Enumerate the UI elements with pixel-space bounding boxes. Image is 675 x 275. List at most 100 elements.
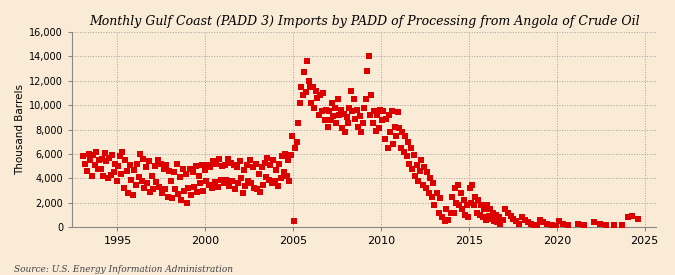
Point <box>198 188 209 193</box>
Point <box>600 222 611 227</box>
Point <box>483 214 494 218</box>
Point <box>402 140 413 144</box>
Point <box>535 218 545 222</box>
Point <box>432 191 443 195</box>
Point <box>475 213 485 217</box>
Point <box>219 163 230 167</box>
Point <box>234 159 245 164</box>
Point <box>379 137 390 142</box>
Point <box>554 219 564 223</box>
Point <box>114 154 125 159</box>
Point <box>609 222 620 227</box>
Point <box>505 214 516 218</box>
Point <box>340 130 350 134</box>
Point <box>221 177 232 182</box>
Point <box>343 121 354 126</box>
Point <box>189 185 200 189</box>
Point <box>253 171 264 176</box>
Point <box>378 109 389 114</box>
Point <box>139 186 150 190</box>
Point <box>129 168 140 172</box>
Point <box>520 218 531 222</box>
Point <box>328 114 339 118</box>
Point <box>522 220 533 225</box>
Point <box>164 169 175 173</box>
Point <box>183 186 194 190</box>
Point <box>439 219 450 223</box>
Point <box>346 88 356 93</box>
Point <box>263 177 274 182</box>
Point <box>458 198 469 203</box>
Point <box>259 160 270 165</box>
Point <box>304 85 315 89</box>
Point <box>117 149 128 154</box>
Point <box>373 126 384 131</box>
Point <box>482 203 493 207</box>
Point <box>309 105 320 110</box>
Point <box>155 161 166 166</box>
Point <box>271 168 281 172</box>
Point <box>396 146 406 150</box>
Point <box>144 159 155 164</box>
Point <box>115 171 126 176</box>
Point <box>385 130 396 134</box>
Point <box>128 193 138 198</box>
Point <box>460 213 470 217</box>
Point <box>321 108 331 112</box>
Point <box>400 133 410 138</box>
Point <box>401 154 412 159</box>
Point <box>589 220 599 225</box>
Point <box>448 210 459 215</box>
Point <box>517 215 528 220</box>
Point <box>92 166 103 171</box>
Point <box>99 151 110 155</box>
Point <box>341 115 352 120</box>
Point <box>337 126 348 131</box>
Point <box>457 207 468 211</box>
Point <box>170 187 181 192</box>
Point <box>158 166 169 171</box>
Point <box>383 113 394 117</box>
Point <box>208 159 219 164</box>
Point <box>526 221 537 226</box>
Point <box>111 179 122 183</box>
Point <box>136 179 147 183</box>
Point <box>489 219 500 223</box>
Point <box>418 165 429 170</box>
Point <box>120 158 131 162</box>
Point <box>173 192 184 196</box>
Point <box>126 177 137 182</box>
Point <box>572 221 583 226</box>
Point <box>98 174 109 178</box>
Point <box>135 152 146 156</box>
Point <box>161 163 172 167</box>
Point <box>387 109 398 114</box>
Title: Monthly Gulf Coast (PADD 3) Imports by PADD of Processing from Angola of Crude O: Monthly Gulf Coast (PADD 3) Imports by P… <box>89 15 639 28</box>
Point <box>511 219 522 223</box>
Point <box>450 186 460 190</box>
Point <box>122 169 132 173</box>
Point <box>182 201 192 205</box>
Point <box>215 177 226 182</box>
Point <box>334 113 345 117</box>
Point <box>89 163 100 167</box>
Point <box>203 182 214 187</box>
Point <box>193 174 204 178</box>
Point <box>369 109 380 114</box>
Point <box>277 154 288 159</box>
Point <box>546 222 557 227</box>
Point <box>283 158 294 162</box>
Point <box>292 140 302 144</box>
Text: Source: U.S. Energy Information Administration: Source: U.S. Energy Information Administ… <box>14 265 232 274</box>
Point <box>168 170 179 175</box>
Point <box>491 213 502 217</box>
Point <box>192 190 202 194</box>
Point <box>473 198 484 203</box>
Point <box>140 165 151 170</box>
Point <box>327 101 338 105</box>
Point <box>578 222 589 227</box>
Point <box>225 160 236 165</box>
Point <box>616 223 627 228</box>
Point <box>267 181 277 185</box>
Point <box>194 181 205 185</box>
